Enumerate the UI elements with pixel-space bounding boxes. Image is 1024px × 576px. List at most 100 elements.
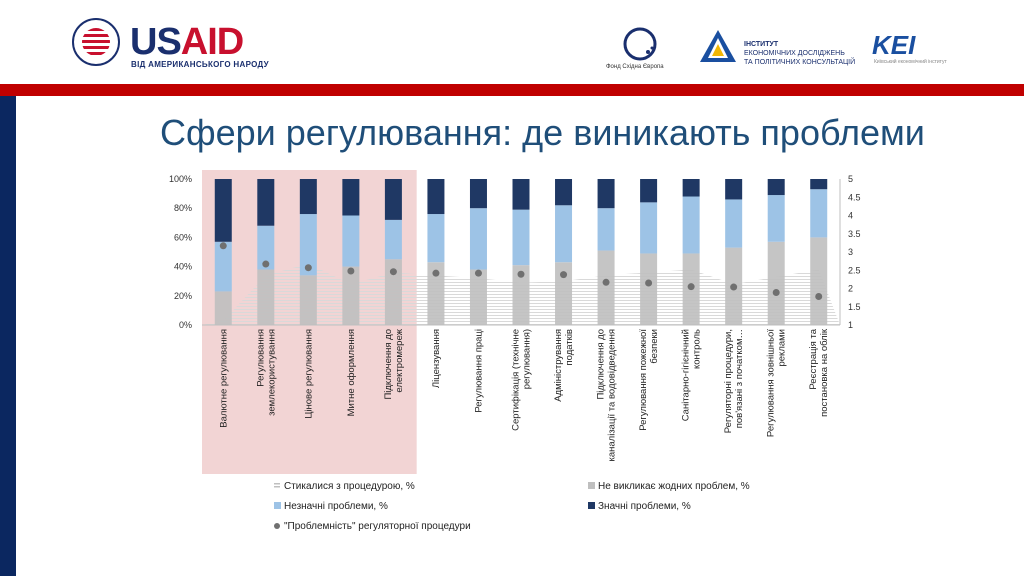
bar-major-problems <box>682 179 700 197</box>
right-tick-label: 2 <box>848 284 853 294</box>
category-label: Сертифікація (технічне <box>511 329 522 431</box>
bar-major-problems <box>214 179 232 242</box>
bar-minor-problems <box>214 241 232 292</box>
category-label: податків <box>564 329 575 366</box>
category-label: Ліцензування <box>431 329 442 388</box>
left-tick-label: 40% <box>174 262 192 272</box>
category-label: Регулювання зовнішньої <box>766 329 777 437</box>
index-point <box>474 269 482 277</box>
bar-no-problems <box>384 259 402 325</box>
bar-major-problems <box>257 179 275 226</box>
legend-label: Не викликає жодних проблем, % <box>598 480 750 492</box>
fse-logo-label: Фонд Східна Європа <box>606 64 664 70</box>
ier-line-3: ТА ПОЛІТИЧНИХ КОНСУЛЬТАЦІЙ <box>744 59 856 66</box>
category-label: Регулювання <box>255 329 266 387</box>
index-point <box>347 267 355 275</box>
bar-minor-problems <box>427 214 445 263</box>
slide-title: Сфери регулювання: де виникають проблеми <box>160 112 925 153</box>
index-point <box>219 242 227 250</box>
bar-no-problems <box>427 262 445 325</box>
index-point <box>432 269 440 277</box>
bar-minor-problems <box>682 196 700 254</box>
bar-major-problems <box>512 179 530 210</box>
right-tick-label: 3 <box>848 247 853 257</box>
bar-no-problems <box>767 241 785 325</box>
bar-minor-problems <box>767 195 785 242</box>
bar-no-problems <box>512 265 530 325</box>
bar-no-problems <box>555 262 573 325</box>
ier-line-1: ІНСТИТУТ <box>744 41 779 48</box>
index-point <box>645 279 653 287</box>
legend-label: Незначні проблеми, % <box>284 500 388 512</box>
bar-minor-problems <box>640 202 658 254</box>
category-label: Регулювання праці <box>473 329 484 413</box>
left-tick-label: 100% <box>169 174 192 184</box>
bar-major-problems <box>555 179 573 206</box>
usaid-logo: USAID <box>130 21 244 63</box>
bar-minor-problems <box>257 225 275 270</box>
bar-no-problems <box>597 250 615 325</box>
bar-no-problems <box>257 269 275 325</box>
header-bar: USAID ВІД АМЕРИКАНСЬКОГО НАРОДУ Фонд Схі… <box>0 0 1024 84</box>
fse-logo-icon <box>623 27 657 61</box>
category-label: землекористування <box>266 329 277 416</box>
bar-major-problems <box>469 179 487 209</box>
category-label: регулювання) <box>522 329 533 389</box>
kei-logo: KEI <box>872 30 916 60</box>
left-tick-label: 0% <box>179 320 192 330</box>
category-label: Реєстрація та <box>808 328 819 389</box>
category-label: Регулювання пожежної <box>638 329 649 431</box>
category-label: Санітарно-гігієнічний <box>681 329 692 421</box>
category-label: Підключення до <box>596 329 607 400</box>
legend-label: "Проблемність" регуляторної процедури <box>284 520 471 532</box>
category-label: постановка на облік <box>819 328 830 417</box>
category-label: Цінове регулювання <box>303 329 314 419</box>
left-tick-label: 80% <box>174 203 192 213</box>
bar-minor-problems <box>384 219 402 260</box>
bar-minor-problems <box>299 214 317 276</box>
bar-no-problems <box>469 269 487 325</box>
left-tick-label: 20% <box>174 291 192 301</box>
bar-no-problems <box>214 291 232 325</box>
bar-minor-problems <box>512 209 530 266</box>
category-label: електромереж <box>394 328 405 392</box>
bar-minor-problems <box>810 189 828 238</box>
right-tick-label: 1.5 <box>848 302 861 312</box>
index-point <box>389 268 397 276</box>
bar-minor-problems <box>597 208 615 251</box>
bar-no-problems <box>342 266 360 325</box>
right-tick-label: 5 <box>848 174 853 184</box>
category-label: безпеки <box>649 329 660 364</box>
index-point <box>730 283 738 291</box>
bar-major-problems <box>597 179 615 209</box>
index-point <box>262 260 270 268</box>
index-point <box>560 271 568 279</box>
bar-minor-problems <box>555 205 573 263</box>
bar-no-problems <box>299 275 317 325</box>
category-label: Підключення до <box>383 329 394 400</box>
bar-major-problems <box>810 179 828 190</box>
kei-logo-sub: Київський економічний інститут <box>874 59 947 65</box>
legend-marker <box>274 523 280 529</box>
bar-major-problems <box>767 179 785 196</box>
index-point <box>815 293 823 301</box>
category-label: пов'язані з початком… <box>734 329 745 428</box>
ier-line-2: ЕКОНОМІЧНИХ ДОСЛІДЖЕНЬ <box>744 50 845 57</box>
legend-label: Стикалися з процедурою, % <box>284 481 415 492</box>
bar-no-problems <box>640 253 658 325</box>
bar-minor-problems <box>342 215 360 267</box>
right-tick-label: 3.5 <box>848 229 861 239</box>
ier-logo-icon <box>700 30 736 62</box>
usaid-seal-icon <box>72 18 120 66</box>
category-label: Регуляторні процедури, <box>723 329 734 433</box>
usaid-logo-aid: AID <box>180 21 244 63</box>
bar-major-problems <box>725 179 743 200</box>
usaid-logo-us: US <box>130 21 182 63</box>
legend-marker <box>588 482 595 489</box>
bar-major-problems <box>299 179 317 215</box>
right-tick-label: 4.5 <box>848 192 861 202</box>
category-label: каналізації та водовідведення <box>607 329 618 462</box>
category-label: Адміністрування <box>553 329 564 402</box>
bar-minor-problems <box>725 199 743 248</box>
